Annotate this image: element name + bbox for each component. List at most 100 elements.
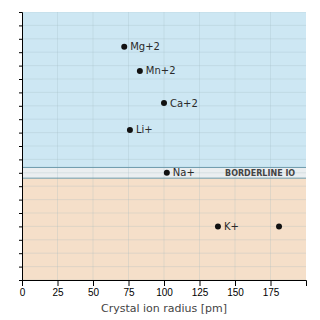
x-axis-title: Crystal ion radius [pm]: [101, 302, 227, 315]
tick-mark: [19, 253, 22, 254]
tick-mark: [19, 200, 22, 201]
tick-label: 25: [52, 287, 64, 298]
y-axis: [19, 13, 23, 281]
tick-mark: [93, 280, 94, 286]
tick-mark: [19, 106, 22, 107]
tick: [19, 159, 22, 160]
tick-mark: [19, 146, 22, 147]
point: [137, 68, 143, 74]
separator-line: [22, 178, 306, 179]
grid-line-y: [22, 266, 306, 267]
grid-line-y: [22, 239, 306, 240]
tick: 0: [20, 280, 26, 298]
points: [121, 44, 282, 230]
tick-mark: [19, 79, 22, 80]
grid-line-y: [22, 12, 306, 13]
grid-line-y: [22, 132, 306, 133]
point: [127, 127, 133, 133]
tick: [19, 240, 22, 241]
tick-mark: [19, 267, 22, 268]
tick: [19, 92, 22, 93]
x-axis: 0 25 50 75 100 125 150 175: [20, 280, 307, 298]
grid-line-y: [22, 253, 306, 254]
point: [276, 223, 282, 229]
tick-label: 75: [123, 287, 135, 298]
tick: [19, 146, 22, 147]
data-label: Ca+2: [170, 98, 198, 109]
tick: 75: [123, 280, 135, 298]
grid-line-y: [22, 226, 306, 227]
tick: 125: [192, 280, 209, 298]
tick-mark: [19, 25, 22, 26]
tick: [19, 25, 22, 26]
tick-label: 0: [20, 287, 26, 298]
data-label: Mn+2: [146, 65, 176, 76]
tick: 175: [263, 280, 280, 298]
grid-line-y: [22, 25, 306, 26]
tick-mark: [19, 186, 22, 187]
point-labels: Mg+2 Mn+2 Ca+2 Li+ Na+ K+: [130, 41, 239, 232]
annotation: BORDERLINE IO: [225, 169, 295, 178]
tick: [19, 66, 22, 67]
point: [161, 100, 167, 106]
data-label: Mg+2: [130, 41, 160, 52]
grid-line-y: [22, 119, 306, 120]
grid-line-y: [22, 186, 306, 187]
chart: 0 25 50 75 100 125 150 175 Mg+2 Mn+2 Ca+2 Li+ Na+ K+ B…: [0, 0, 320, 320]
tick: [19, 52, 22, 53]
grid-line-y: [22, 38, 306, 39]
tick-mark: [235, 280, 236, 286]
grid-line-y: [22, 199, 306, 200]
tick: [19, 79, 22, 80]
point: [215, 223, 221, 229]
tick-mark: [19, 92, 22, 93]
tick-mark: [164, 280, 165, 286]
grid-line-y: [22, 92, 306, 93]
tick: 150: [227, 280, 244, 298]
data-label: Na+: [173, 167, 195, 178]
plot-area: [22, 12, 306, 280]
tick-mark: [19, 240, 22, 241]
tick: [19, 119, 22, 120]
tick-mark: [19, 66, 22, 67]
grid: [22, 12, 306, 280]
tick-label: 50: [88, 287, 100, 298]
tick: 100: [156, 280, 173, 298]
data-label: Li+: [136, 124, 153, 135]
grid-line-y: [22, 52, 306, 53]
tick-mark: [19, 119, 22, 120]
tick-mark: [19, 213, 22, 214]
tick: [19, 186, 22, 187]
tick: 25: [52, 280, 64, 298]
tick: [19, 280, 22, 281]
tick: [19, 213, 22, 214]
tick: [19, 12, 22, 13]
grid-line-y: [22, 213, 306, 214]
tick: 50: [88, 280, 100, 298]
tick-mark: [58, 280, 59, 286]
tick-mark: [19, 39, 22, 40]
tick-mark: [19, 133, 22, 134]
tick: [19, 253, 22, 254]
grid-line-y: [22, 146, 306, 147]
tick-label: 100: [156, 287, 173, 298]
plot: 0 25 50 75 100 125 150 175 Mg+2 Mn+2 Ca+2 Li+ Na+ K+ B…: [19, 12, 307, 298]
tick-mark: [19, 226, 22, 227]
point: [121, 44, 127, 50]
tick-mark: [19, 173, 22, 174]
axis-domain: [23, 281, 307, 287]
tick-mark: [19, 52, 22, 53]
tick: [19, 39, 22, 40]
tick-mark: [129, 280, 130, 286]
tick-mark: [19, 280, 22, 281]
tick-mark: [271, 280, 272, 286]
grid-line-y: [22, 280, 306, 281]
tick: [19, 267, 22, 268]
tick: [19, 226, 22, 227]
tick: [19, 133, 22, 134]
data-label: K+: [224, 221, 239, 232]
point: [164, 170, 170, 176]
grid-line-y: [22, 79, 306, 80]
tick-label: 125: [192, 287, 209, 298]
grid-line-y: [22, 159, 306, 160]
